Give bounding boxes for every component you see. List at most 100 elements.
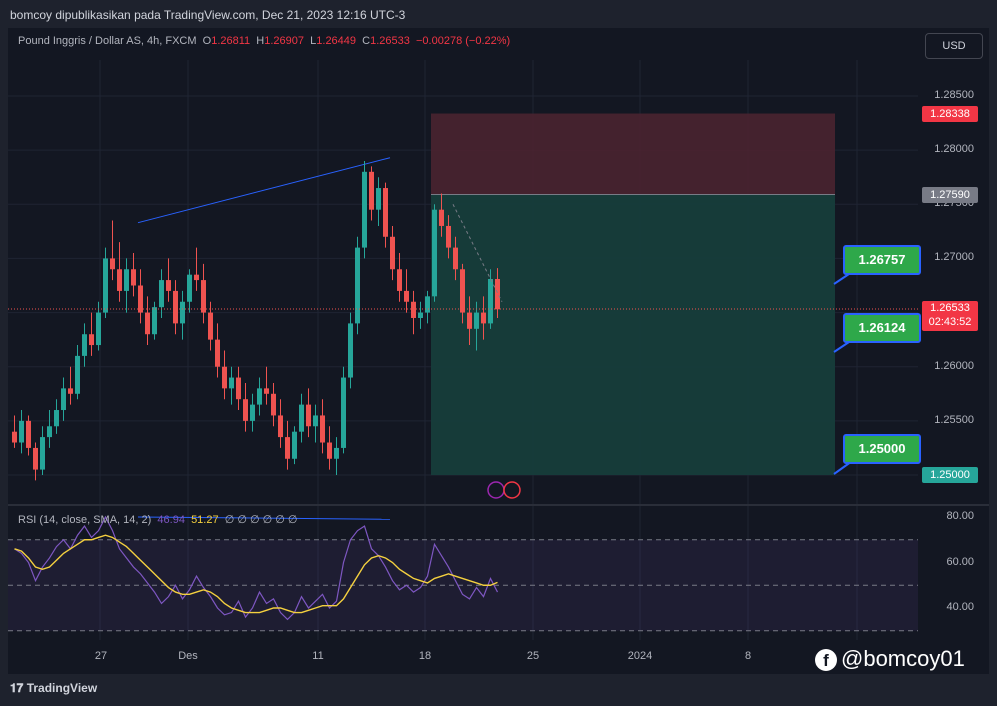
rsi-label: RSI (14, close, SMA, 14, 2) (18, 514, 152, 526)
candle-body (341, 377, 346, 448)
rsi-value: 46.94 (157, 514, 185, 526)
candle-body (180, 301, 185, 324)
price-axis-label: 1.27000 (934, 251, 974, 264)
event-icon (487, 481, 505, 499)
candle-body (173, 290, 178, 324)
candle-body (460, 269, 465, 313)
candle-body (369, 171, 374, 210)
rsi-trendline (137, 516, 391, 520)
high-label: H (256, 35, 265, 47)
target-price-tag: 1.25000 (922, 467, 978, 483)
rsi-sma-line (14, 534, 498, 614)
candle-body (236, 377, 241, 400)
candle-body (362, 171, 367, 248)
candle-body (131, 269, 136, 286)
candle-body (418, 312, 423, 318)
candle-body (299, 404, 304, 432)
candle-body (201, 280, 206, 313)
rsi-legend[interactable]: RSI (14, close, SMA, 14, 2) 46.94 51.27 … (18, 513, 298, 526)
candle-body (117, 269, 122, 291)
candle-body (383, 188, 388, 237)
change-value: −0.00278 (−0.22%) (416, 35, 511, 47)
symbol-legend[interactable]: Pound Inggris / Dollar AS, 4h, FXCM O1.2… (18, 35, 510, 47)
candle-body (68, 388, 73, 394)
stop-price-tag: 1.28338 (922, 105, 978, 122)
candle-body (467, 312, 472, 329)
candle-body (54, 410, 59, 427)
candle-body (229, 377, 234, 389)
low-value: 1.26449 (316, 35, 357, 47)
candle-body (103, 258, 108, 313)
facebook-icon: f (815, 649, 837, 672)
time-axis-label: 2024 (627, 650, 653, 662)
candle-body (411, 301, 416, 318)
level-callout[interactable]: 1.26124 (843, 313, 921, 343)
candle-body (432, 209, 437, 297)
candle-body (250, 404, 255, 421)
candle-body (82, 334, 87, 356)
candle-body (446, 225, 451, 248)
candle-body (19, 420, 24, 443)
candle-body (89, 334, 94, 346)
entry-price-tag: 1.27590 (922, 186, 978, 203)
candle-body (215, 339, 220, 367)
top-bar: bomcoy dipublikasikan pada TradingView.c… (0, 0, 997, 28)
time-axis-label: 25 (526, 650, 540, 662)
candle-body (110, 258, 115, 270)
bar-countdown: 02:43:52 (928, 315, 972, 328)
candle-body (96, 312, 101, 346)
candle-body (194, 274, 199, 281)
candle-body (257, 388, 262, 405)
candle-body (33, 447, 38, 470)
rsi-sma-value: 51.27 (191, 514, 219, 526)
candle-body (327, 442, 332, 459)
candle-body (47, 426, 52, 438)
level-callout[interactable]: 1.26757 (843, 245, 921, 275)
time-axis-label: 18 (418, 650, 432, 662)
candle-body (152, 307, 157, 335)
tradingview-brand[interactable]: 𝟏𝟕 TradingView (10, 681, 97, 696)
candle-body (145, 312, 150, 335)
take-profit-zone (431, 194, 835, 476)
candle-body (243, 399, 248, 421)
candle-body (61, 388, 66, 411)
price-axis-label: 1.28000 (934, 143, 974, 156)
candle-body (26, 420, 31, 448)
candle-body (187, 274, 192, 302)
candle-body (376, 188, 381, 210)
candle-body (334, 447, 339, 459)
candle-body (285, 437, 290, 459)
candle-body (159, 280, 164, 308)
candle-body (390, 236, 395, 270)
rsi-extra: ∅ ∅ ∅ ∅ ∅ ∅ (224, 514, 298, 526)
candle-body (425, 296, 430, 313)
price-axis-label: 1.26000 (934, 359, 974, 372)
candle-body (278, 415, 283, 438)
candle-body (292, 431, 297, 459)
currency-button[interactable]: USD (925, 33, 983, 59)
low-label: L (310, 35, 317, 47)
price-axis-label: 1.28500 (934, 89, 974, 101)
candle-body (313, 415, 318, 427)
last-price-value: 1.26533 (930, 301, 970, 314)
candle-body (404, 290, 409, 302)
handle-label: @bomcoy01 (841, 646, 965, 671)
stop-loss-zone (431, 113, 835, 195)
candle-body (397, 269, 402, 291)
event-icon (503, 481, 521, 499)
rsi-axis-label: 40.00 (946, 601, 974, 613)
candle-body (320, 415, 325, 443)
candle-body (166, 280, 171, 291)
rsi-axis-label: 80.00 (946, 510, 974, 522)
candle-body (40, 437, 45, 470)
symbol-name: Pound Inggris / Dollar AS, 4h, FXCM (18, 35, 197, 47)
level-callout[interactable]: 1.25000 (843, 434, 921, 464)
candle-body (138, 285, 143, 313)
time-axis-label: 27 (94, 650, 108, 662)
candle-body (75, 355, 80, 394)
projection-line (452, 204, 503, 302)
close-label: C (362, 35, 371, 47)
price-trendline (137, 157, 391, 224)
brand-label: TradingView (26, 681, 98, 695)
